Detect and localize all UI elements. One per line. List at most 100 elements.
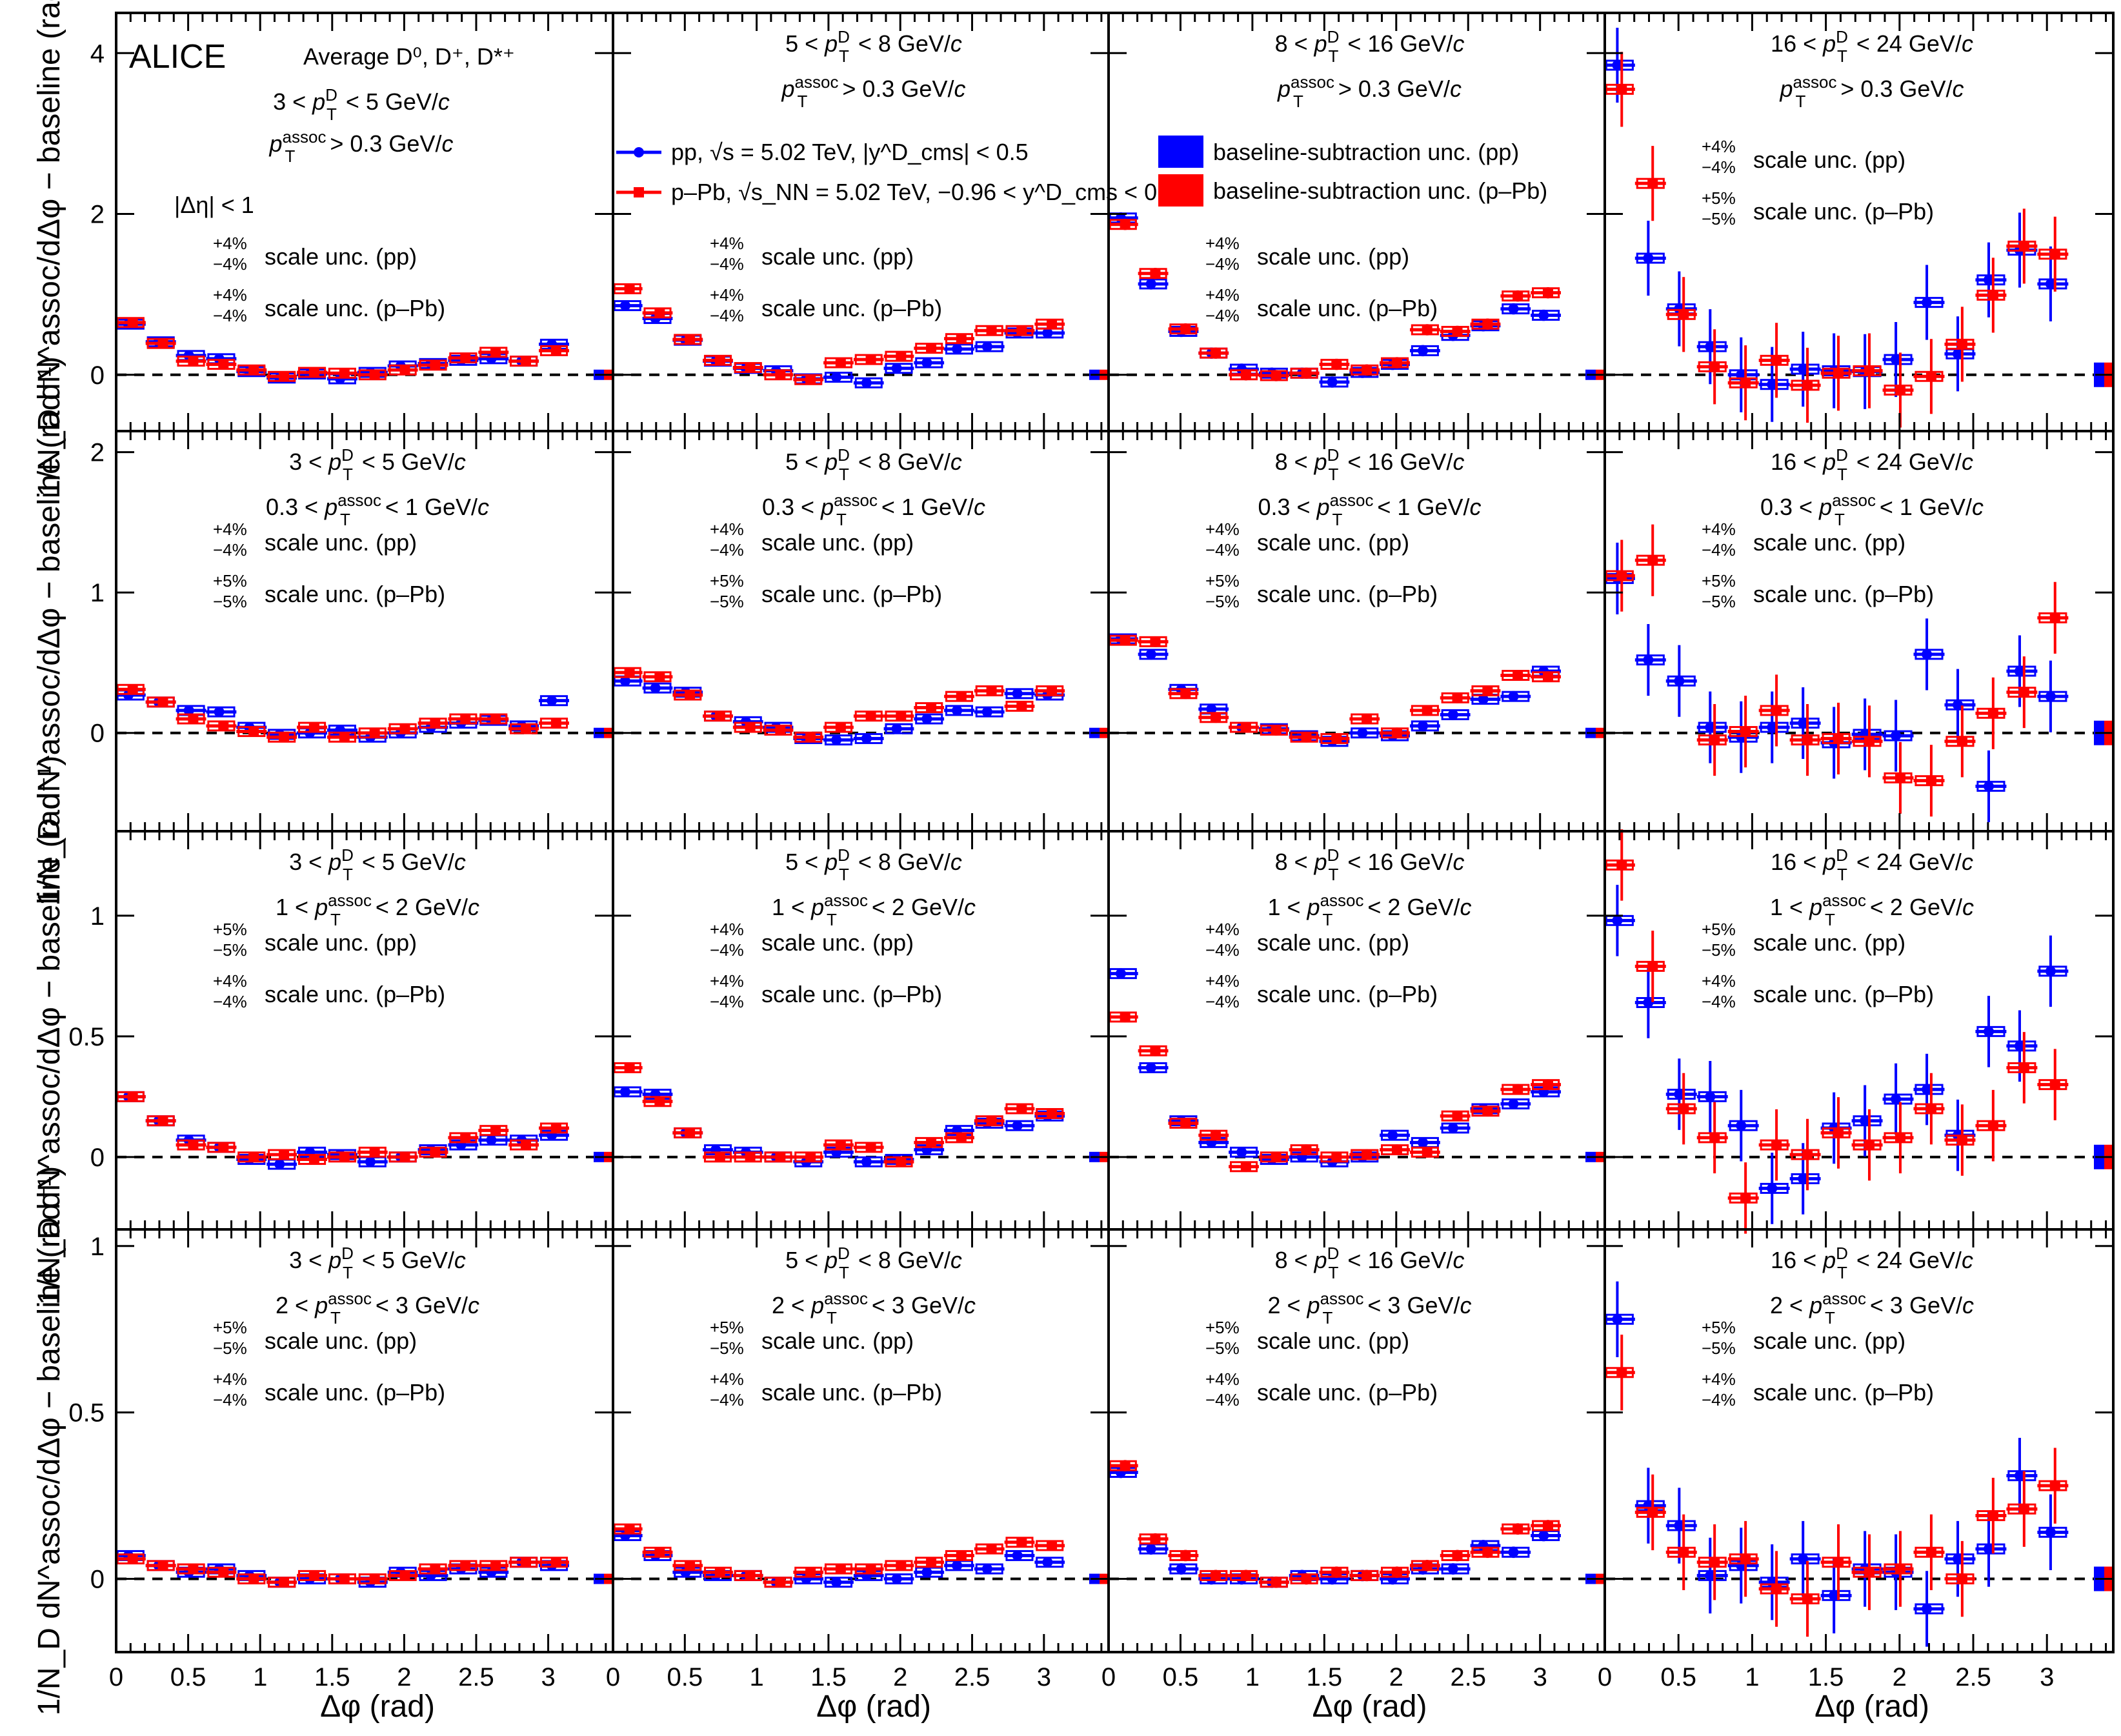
data-point [921,1567,932,1578]
pt-d-label: 16 < pD T < 24 GeV/c [1771,27,1973,66]
data-point [1422,705,1432,716]
data-point [157,338,168,349]
x-axis-title: Δφ (rad) [1814,1690,1929,1724]
data-point [1740,726,1751,737]
x-tick-label: 3 [1037,1663,1051,1691]
data-point [127,317,138,328]
scale-minus: −4% [710,540,744,560]
data-point [650,683,661,694]
scale-label: scale unc. (p–Pb) [1257,981,1438,1007]
scale-plus: +4% [1205,1369,1240,1389]
data-point [1616,860,1627,871]
scale-minus: −5% [1702,1338,1736,1358]
data-point [1542,671,1553,682]
y-tick-label: 4 [90,39,105,68]
data-point [550,1557,561,1568]
data-point [1357,727,1368,738]
data-point [835,722,846,733]
pt-assoc-label: 1 < passoc T < 2 GeV/c [1770,891,1974,929]
data-point [1271,1577,1282,1588]
legend-pp-marker [634,147,644,157]
pt-d-label: 3 < pD T < 5 GeV/c [289,1244,466,1282]
scale-plus: +4% [213,520,247,539]
data-point [1956,736,1967,747]
scale-label: scale unc. (pp) [761,929,914,956]
pt-assoc-label: 2 < passoc T < 3 GeV/c [1770,1289,1974,1327]
data-point [891,723,902,734]
scale-plus: +5% [710,1318,744,1337]
legend: pp, √s = 5.02 TeV, |y^D_cms| < 0.5 p–Pb, … [616,136,1547,207]
data-point [1612,1314,1623,1325]
data-point [921,358,932,368]
data-point [775,1151,786,1162]
scale-minus: −5% [213,592,247,611]
data-point [308,722,319,733]
data-point [1452,1550,1463,1561]
data-point [1120,1460,1131,1471]
data-point [952,1560,963,1571]
data-point [1042,1557,1053,1568]
data-point [1422,1560,1432,1571]
data-point [1802,1149,1813,1160]
x-axis-title: Δφ (rad) [1312,1690,1427,1724]
series-ppb [115,317,569,382]
scale-plus: +4% [1702,971,1736,991]
data-point [1180,1550,1191,1561]
data-point [2018,687,2029,698]
data-point [1120,635,1131,646]
scale-minus: −4% [710,992,744,1011]
scale-label: scale unc. (pp) [761,1327,914,1354]
data-point [654,1096,665,1107]
scale-label: scale unc. (p–Pb) [1257,1379,1438,1406]
data-point [1016,1104,1027,1115]
scale-label: scale unc. (pp) [1753,1327,1905,1354]
data-point [1391,1567,1402,1578]
data-point [550,1122,561,1133]
data-point [1643,253,1654,264]
data-point [831,1577,842,1588]
scale-label: scale unc. (pp) [265,243,417,270]
data-point [986,1544,997,1555]
data-point [1482,1547,1493,1558]
pt-d-label: 5 < pD T < 8 GeV/c [785,27,962,66]
pt-assoc-label: 1 < passoc T < 2 GeV/c [1268,891,1472,929]
data-point [1736,1120,1747,1131]
data-point [1016,325,1027,336]
y-tick-label: 0.5 [68,1399,105,1428]
x-tick-label: 1 [749,1663,763,1691]
data-point [2049,1480,2060,1491]
scale-minus: −4% [213,306,247,325]
data-point [2014,1470,2025,1481]
data-point [490,1125,501,1136]
data-point [430,718,441,729]
data-point [1891,1094,1902,1105]
data-point [956,691,967,702]
data-point [1709,734,1720,745]
scale-plus: +5% [1702,188,1736,208]
data-point [520,1557,531,1568]
panel-r3-c3: 16 < pD T < 24 GeV/c 2 < passoc T < 3 GeV/c… [1603,1228,2115,1653]
data-point [1120,219,1131,230]
y-axis-title: 1/N_D dN^assoc/dΔφ − baseline (rad⁻¹) [32,0,66,497]
series-pp [1603,542,2069,822]
data-point [1012,1120,1023,1131]
data-point [1771,1140,1782,1151]
data-point [1150,636,1161,647]
data-point [745,1151,756,1162]
data-point [1798,364,1809,375]
series-ppb [115,1091,569,1166]
data-point [1895,772,1905,783]
data-point [1478,694,1489,705]
scale-minus: −5% [1702,209,1736,228]
scale-label: scale unc. (p–Pb) [761,981,942,1007]
scale-minus: −4% [1205,254,1240,274]
data-point [1145,649,1156,660]
pt-d-label: 16 < pD T < 24 GeV/c [1771,1244,1973,1282]
data-point [1176,1564,1187,1575]
x-tick-label: 1.5 [810,1663,847,1691]
scale-plus: +4% [1205,520,1240,539]
data-point [1643,997,1654,1008]
data-point [1833,733,1844,744]
pt-d-label: 16 < pD T < 24 GeV/c [1771,845,1973,884]
data-point [1240,1161,1251,1172]
